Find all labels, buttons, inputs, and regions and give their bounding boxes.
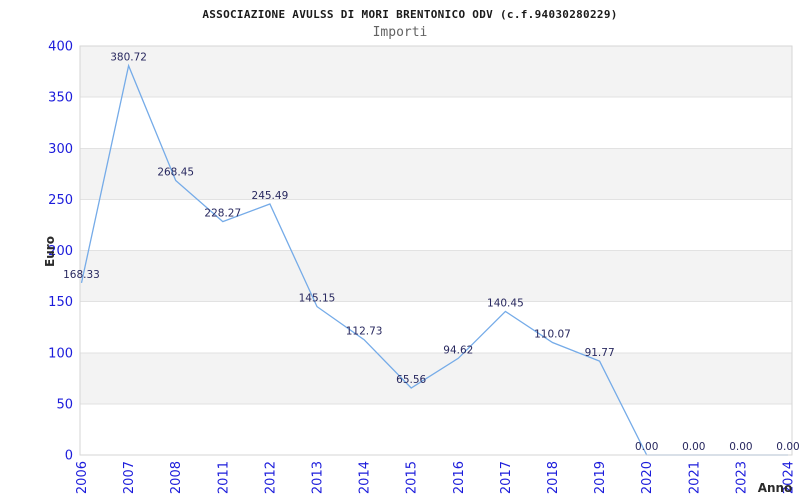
x-tick-label: 2016: [452, 461, 467, 494]
x-tick-label: 2015: [405, 461, 420, 494]
band: [80, 352, 792, 404]
x-tick-label: 2020: [640, 461, 655, 494]
y-tick-label: 350: [48, 91, 73, 106]
x-tick-label: 2006: [75, 461, 90, 494]
point-label: 228.27: [204, 208, 241, 220]
point-label: 140.45: [487, 297, 524, 309]
point-label: 0.00: [776, 441, 799, 453]
point-label: 245.49: [252, 190, 289, 202]
point-label: 110.07: [534, 328, 571, 340]
y-tick-label: 300: [48, 142, 73, 157]
y-tick-label: 0: [65, 449, 73, 464]
point-label: 0.00: [729, 441, 752, 453]
x-tick-label: 2007: [122, 461, 137, 494]
point-label: 145.15: [299, 293, 336, 305]
y-tick-label: 150: [48, 295, 73, 310]
plot-bands: [80, 46, 792, 404]
x-tick-label: 2014: [358, 461, 373, 494]
x-tick-label: 2018: [546, 461, 561, 494]
point-label: 91.77: [585, 347, 615, 359]
x-tick-label: 2008: [169, 461, 184, 494]
band: [80, 46, 792, 98]
x-tick-label: 2019: [593, 461, 608, 494]
band: [80, 148, 792, 200]
band: [80, 250, 792, 302]
x-tick-label: 2013: [311, 461, 326, 494]
y-tick-label: 400: [48, 40, 73, 55]
x-tick-label: 2021: [687, 461, 702, 494]
point-label: 0.00: [682, 441, 705, 453]
y-tick-label: 50: [56, 397, 73, 412]
chart-title: ASSOCIAZIONE AVULSS DI MORI BRENTONICO O…: [202, 8, 618, 21]
point-label: 268.45: [157, 167, 194, 179]
x-axis-title: Anno: [758, 481, 793, 495]
plot-border: [79, 45, 793, 456]
y-axis-ticks: 0 50 100 150 200 250 300 350 400: [48, 40, 73, 464]
point-label: 94.62: [443, 344, 473, 356]
point-label: 168.33: [63, 269, 100, 281]
point-label: 0.00: [635, 441, 658, 453]
x-tick-label: 2024: [782, 461, 797, 494]
point-label: 65.56: [396, 374, 426, 386]
point-labels: 168.33 380.72 268.45 228.27 245.49 145.15 112.…: [63, 52, 800, 453]
x-tick-label: 2023: [734, 461, 749, 494]
chart-subtitle: Importi: [372, 25, 428, 40]
x-tick-label: 2011: [216, 461, 231, 494]
y-tick-label: 200: [48, 244, 73, 259]
x-tick-label: 2017: [499, 461, 514, 494]
y-axis-title: Euro: [43, 236, 57, 267]
y-tick-label: 100: [48, 346, 73, 361]
point-label: 112.73: [346, 326, 383, 338]
x-axis-ticks: 2006 2007 2008 2011 2012 2013 2014 2015 2016 2017…: [75, 461, 797, 494]
x-tick-label: 2012: [263, 461, 278, 494]
gridlines: [80, 96, 792, 405]
y-tick-label: 250: [48, 193, 73, 208]
point-label: 380.72: [110, 52, 147, 64]
